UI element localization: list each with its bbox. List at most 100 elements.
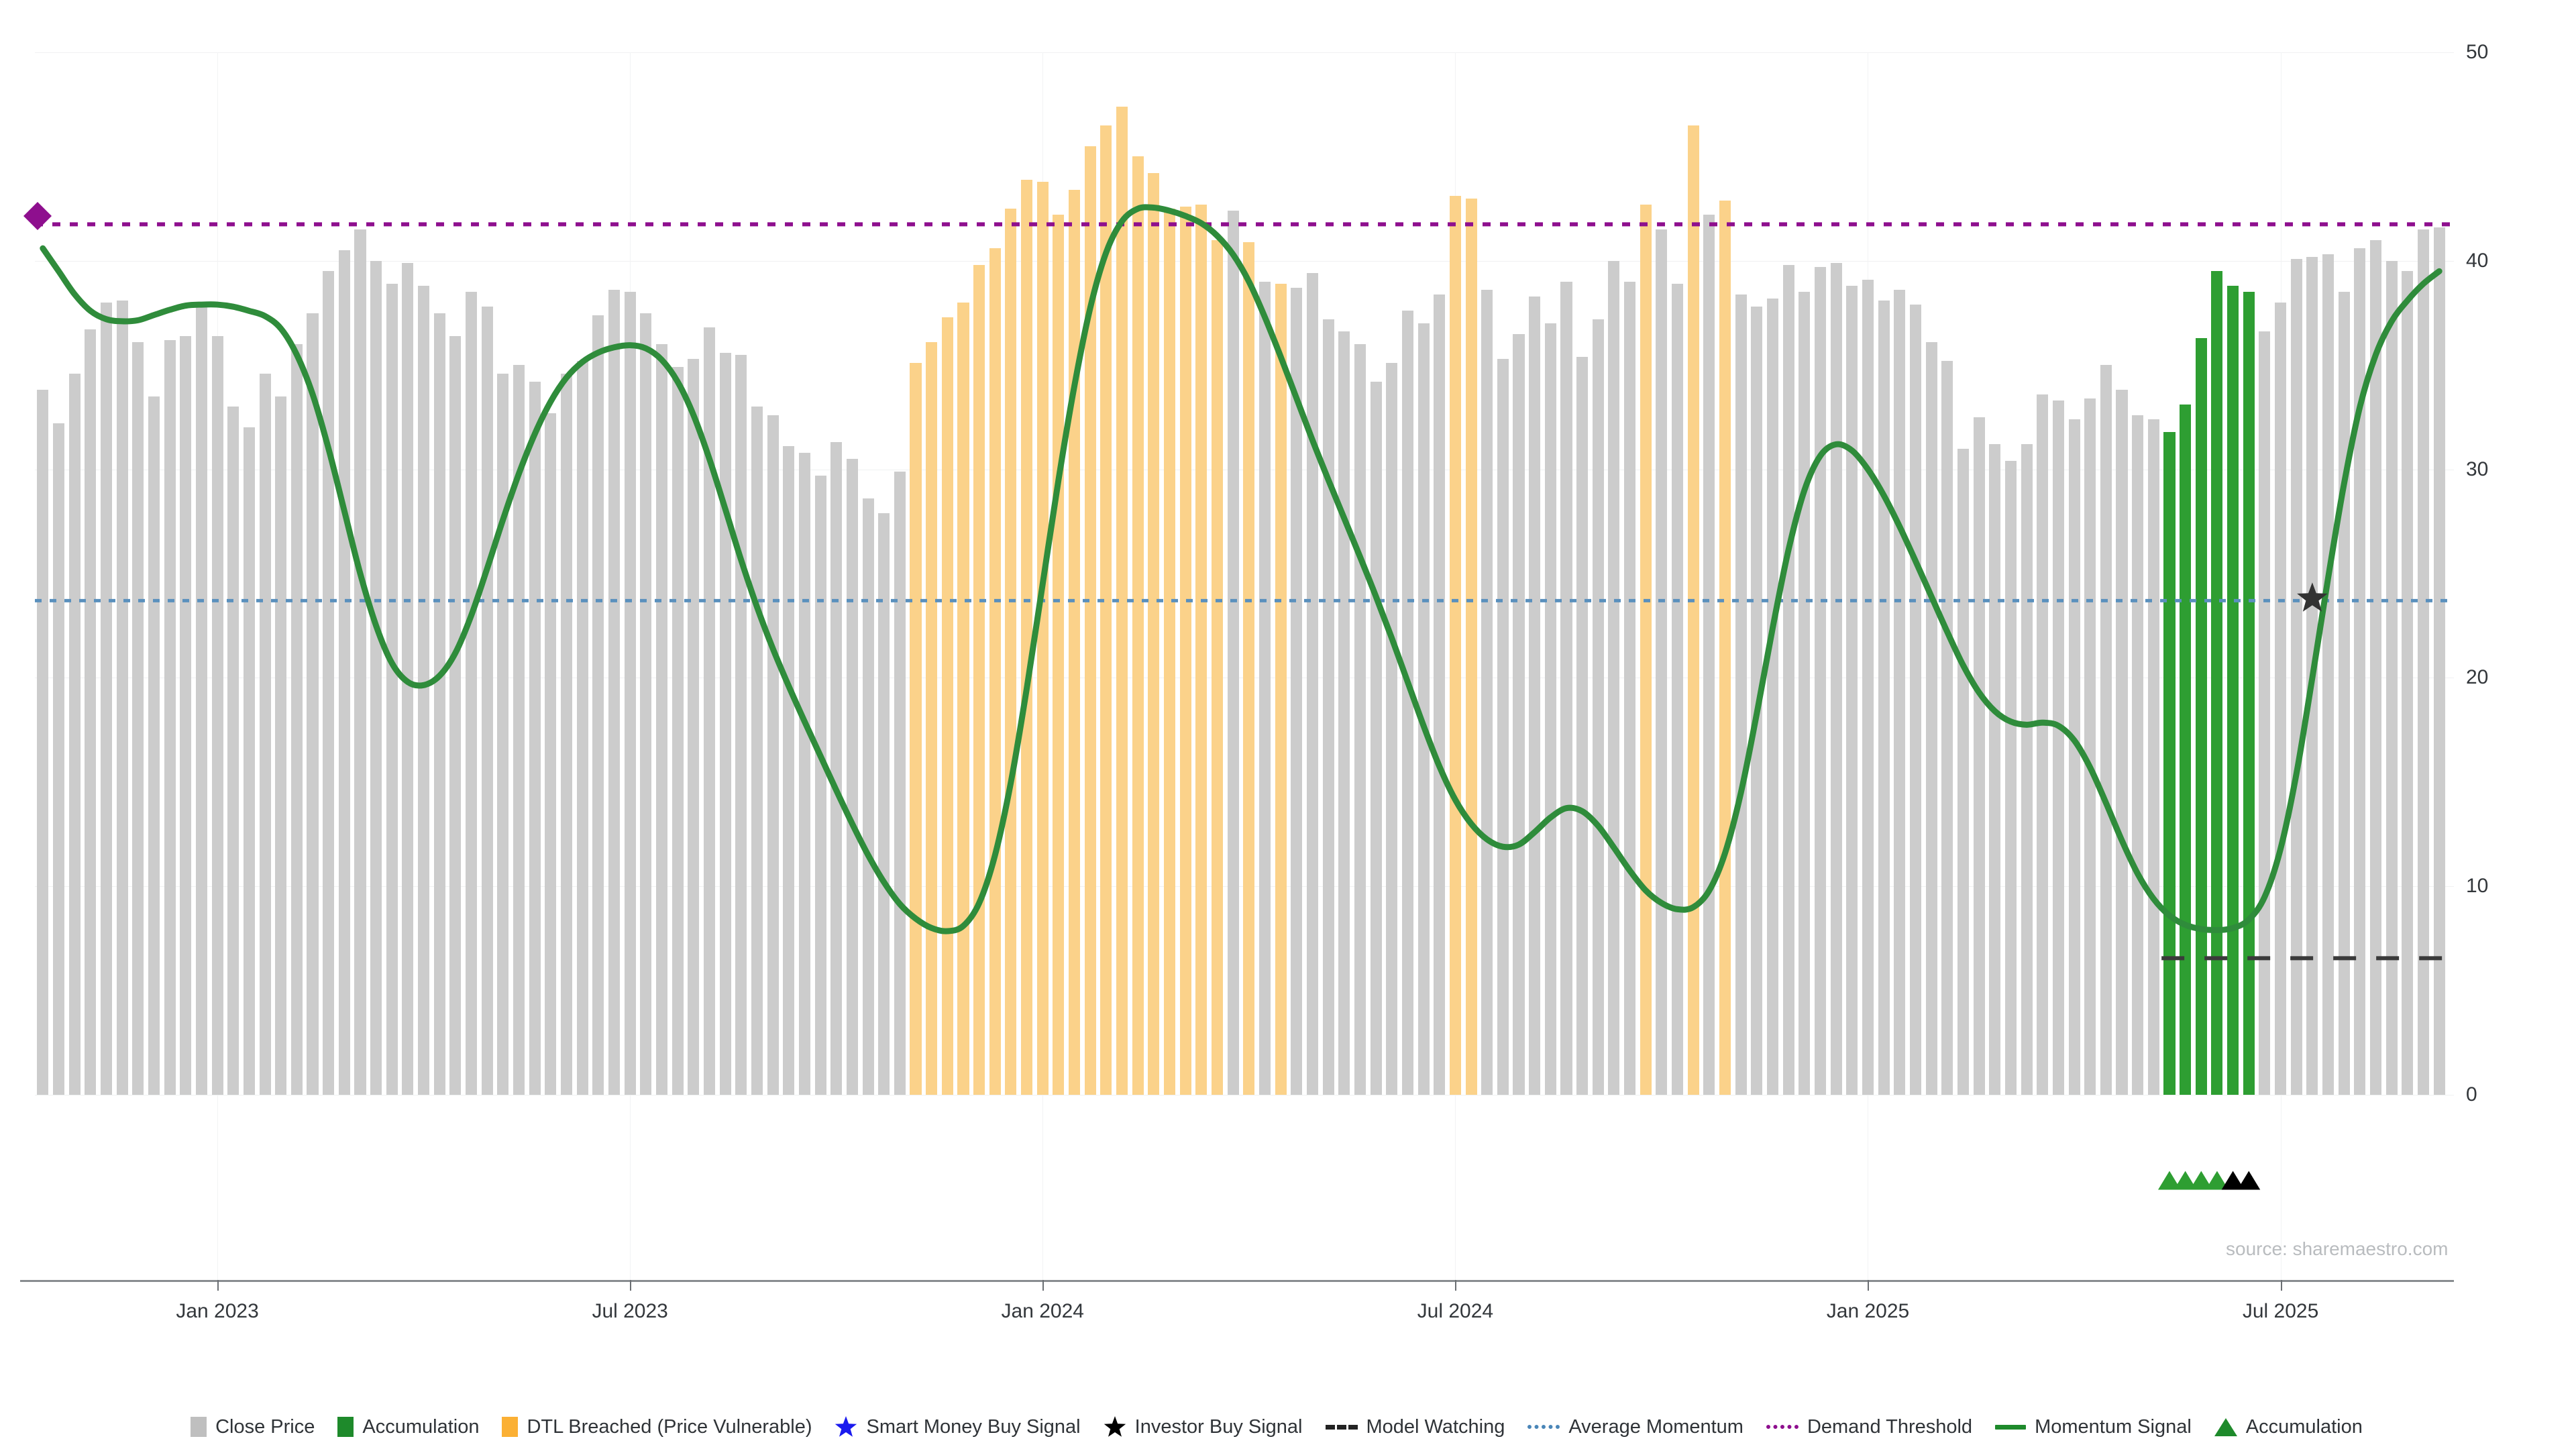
- x-axis-tick-mark: [1042, 1280, 1044, 1291]
- price-bar: [719, 352, 731, 1095]
- legend-star-icon: [835, 1415, 857, 1438]
- legend-swatch-icon: [191, 1417, 207, 1437]
- price-bar: [910, 363, 922, 1095]
- price-bar: [1211, 239, 1224, 1095]
- price-bar: [862, 498, 874, 1095]
- legend-item-label: Average Momentum: [1568, 1415, 1743, 1438]
- price-bar: [1640, 204, 1652, 1095]
- price-bar: [307, 313, 319, 1095]
- x-axis-tick-mark: [2280, 1280, 2282, 1291]
- price-bar: [1767, 298, 1779, 1095]
- price-bar: [195, 305, 207, 1095]
- price-bar: [290, 344, 303, 1095]
- price-bar: [1449, 196, 1461, 1095]
- x-axis-tick-mark: [1868, 1280, 1870, 1291]
- price-bar: [1100, 125, 1112, 1095]
- price-bar: [2052, 400, 2064, 1095]
- price-bar: [1703, 215, 1715, 1095]
- price-bar: [100, 302, 112, 1095]
- x-axis-tick-label: Jan 2024: [1001, 1300, 1084, 1322]
- momentum-signal-line: [40, 204, 2443, 934]
- price-bar: [275, 396, 287, 1095]
- price-bar: [2100, 365, 2112, 1095]
- price-bar: [2417, 229, 2430, 1095]
- price-bar: [211, 335, 223, 1095]
- price-bar: [688, 358, 700, 1095]
- price-bar: [2037, 394, 2049, 1095]
- price-bar: [767, 415, 779, 1095]
- price-bar: [481, 307, 493, 1095]
- price-bar: [132, 342, 144, 1095]
- legend-item[interactable]: DTL Breached (Price Vulnerable): [502, 1416, 812, 1438]
- price-bar: [1148, 173, 1160, 1095]
- price-bar: [1116, 106, 1128, 1095]
- price-bar: [1354, 344, 1366, 1095]
- price-bar: [1846, 286, 1858, 1095]
- legend-item[interactable]: Close Price: [191, 1416, 315, 1438]
- legend-item-label: Investor Buy Signal: [1134, 1415, 1303, 1438]
- price-bar: [735, 354, 747, 1095]
- legend-item[interactable]: Investor Buy Signal: [1104, 1415, 1303, 1438]
- x-axis-tick-mark: [630, 1280, 632, 1291]
- price-bar: [338, 250, 350, 1095]
- price-bar: [2275, 302, 2287, 1095]
- price-bar: [386, 283, 398, 1095]
- price-bar: [52, 423, 64, 1095]
- smart-money-buy-signal-marker: [23, 201, 52, 230]
- price-bar: [2004, 461, 2017, 1095]
- legend-item[interactable]: Accumulation: [2214, 1416, 2363, 1438]
- price-bar: [751, 407, 763, 1095]
- price-bar: [2385, 260, 2398, 1095]
- legend-item[interactable]: Average Momentum: [1527, 1416, 1743, 1438]
- chart-legend: Close Price Accumulation DTL Breached (Pri…: [0, 1415, 2576, 1438]
- price-bar: [2132, 415, 2144, 1095]
- price-bar: [1036, 181, 1049, 1095]
- legend-item-label: Accumulation: [2245, 1415, 2363, 1438]
- price-bar: [2243, 292, 2255, 1095]
- price-bar: [624, 292, 636, 1095]
- price-bar: [894, 471, 906, 1095]
- accumulation-triangle-marker: [2237, 1171, 2261, 1190]
- price-bar: [1497, 358, 1509, 1095]
- legend-item-label: Accumulation: [362, 1415, 480, 1438]
- price-bar: [703, 327, 715, 1095]
- price-bar: [2354, 248, 2366, 1095]
- price-bar: [418, 286, 430, 1095]
- accumulation-triangle-marker: [2157, 1171, 2181, 1190]
- price-bar: [957, 302, 969, 1095]
- price-bar: [1084, 146, 1096, 1095]
- price-bar: [180, 335, 192, 1095]
- y-axis-tick-right: 30: [2466, 458, 2489, 480]
- legend-item[interactable]: Demand Threshold: [1766, 1416, 1972, 1438]
- price-bar: [1164, 209, 1176, 1095]
- price-bar: [2147, 419, 2159, 1095]
- price-bar: [1370, 382, 1382, 1095]
- price-bar: [1529, 296, 1541, 1095]
- legend-dotted-line-icon: [1527, 1425, 1560, 1429]
- price-bar: [323, 271, 335, 1095]
- price-bar: [1243, 241, 1255, 1095]
- legend-item[interactable]: Accumulation: [337, 1416, 479, 1438]
- gridline-horizontal: [35, 52, 2454, 53]
- price-bar: [926, 342, 938, 1095]
- source-note: source: sharemaestro.com: [2226, 1238, 2449, 1259]
- accumulation-triangle-marker: [2190, 1171, 2213, 1190]
- y-axis-tick-right: 40: [2466, 249, 2489, 272]
- price-bar: [1576, 356, 1589, 1095]
- price-bar: [561, 373, 573, 1095]
- x-axis-tick-label: Jan 2023: [176, 1300, 259, 1322]
- legend-item-label: Close Price: [215, 1415, 315, 1438]
- price-bar: [2163, 431, 2176, 1095]
- legend-item[interactable]: Smart Money Buy Signal: [835, 1415, 1081, 1438]
- y-axis-tick-right: 50: [2466, 41, 2489, 63]
- x-axis-tick-label: Jul 2023: [592, 1300, 668, 1322]
- price-bar: [513, 365, 525, 1095]
- price-bar: [259, 373, 271, 1095]
- price-bar: [354, 229, 366, 1095]
- x-axis-tick-label: Jul 2025: [2242, 1300, 2319, 1322]
- price-bar: [1291, 288, 1303, 1095]
- legend-item[interactable]: Momentum Signal: [1995, 1416, 2192, 1438]
- legend-item[interactable]: Model Watching: [1325, 1416, 1505, 1438]
- price-bar: [1306, 273, 1318, 1095]
- price-bar: [1687, 125, 1699, 1095]
